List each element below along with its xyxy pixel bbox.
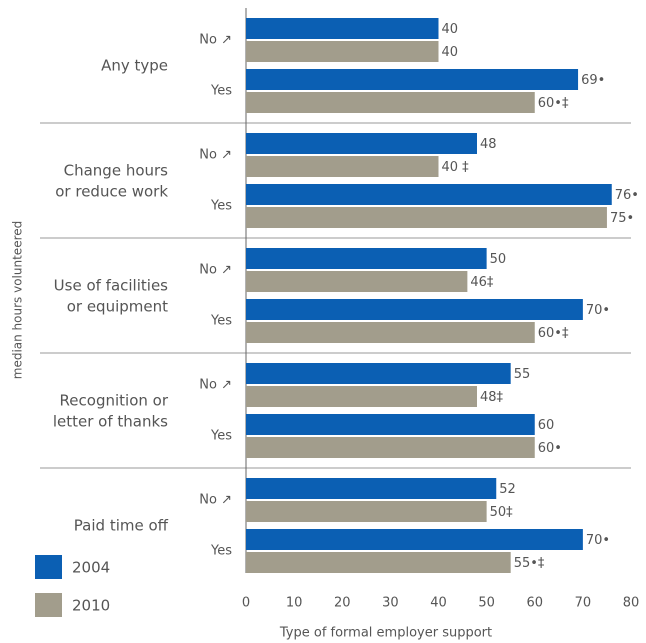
- category-label: Use of facilities or equipment: [54, 276, 169, 315]
- category-label-line: letter of thanks: [53, 412, 168, 430]
- bar: [246, 156, 439, 177]
- value-label: 75•: [610, 211, 634, 226]
- x-axis-label: Type of formal employer support: [279, 626, 492, 641]
- legend-swatch: [35, 593, 62, 617]
- bar: [246, 552, 511, 573]
- value-label: 60•‡: [538, 96, 569, 111]
- category-label: Recognition or letter of thanks: [53, 391, 169, 430]
- value-label: 60•: [538, 441, 562, 456]
- subcategory-label: Yes: [210, 314, 232, 329]
- category-label-line: Use of facilities: [54, 276, 169, 294]
- bar: [246, 322, 535, 343]
- value-label: 70•: [586, 303, 610, 318]
- bar: [246, 501, 487, 522]
- subcategory-label: No ↗: [199, 33, 232, 48]
- value-label: 40 ‡: [442, 160, 470, 175]
- legend-label: 2004: [72, 559, 110, 577]
- bar: [246, 529, 583, 550]
- category-label: Any type: [101, 56, 168, 74]
- category-label-line: or equipment: [67, 297, 168, 315]
- bar: [246, 478, 497, 499]
- x-tick-label: 70: [575, 596, 592, 611]
- subcategory-label: Yes: [210, 84, 232, 99]
- value-label: 55•‡: [514, 556, 545, 571]
- value-label: 60•‡: [538, 326, 569, 341]
- bar: [246, 18, 439, 39]
- x-tick-label: 10: [286, 596, 303, 611]
- category-label-line: Any type: [101, 56, 168, 74]
- subcategory-label: Yes: [210, 429, 232, 444]
- x-tick-label: 30: [382, 596, 399, 611]
- category-label-line: or reduce work: [55, 182, 168, 200]
- subcategory-label: No ↗: [199, 493, 232, 508]
- category-label-line: Paid time off: [74, 516, 169, 534]
- value-label: 69•: [581, 73, 605, 88]
- subcategory-label: No ↗: [199, 148, 232, 163]
- bar: [246, 437, 535, 458]
- x-tick-label: 20: [334, 596, 351, 611]
- x-tick-label: 0: [242, 596, 250, 611]
- bar: [246, 184, 612, 205]
- value-label: 40: [442, 45, 459, 60]
- subcategory-label: Yes: [210, 544, 232, 559]
- value-label: 48‡: [480, 390, 504, 405]
- bar: [246, 207, 607, 228]
- bar: [246, 386, 477, 407]
- value-label: 60: [538, 418, 555, 433]
- bar: [246, 299, 583, 320]
- subcategory-label: No ↗: [199, 263, 232, 278]
- value-label: 76•: [615, 188, 639, 203]
- legend-swatch: [35, 555, 62, 579]
- category-label-line: Recognition or: [60, 391, 169, 409]
- value-label: 40: [442, 22, 459, 37]
- bar: [246, 133, 477, 154]
- value-label: 70•: [586, 533, 610, 548]
- bar: [246, 414, 535, 435]
- bar: [246, 248, 487, 269]
- value-label: 52: [499, 482, 516, 497]
- subcategory-label: No ↗: [199, 378, 232, 393]
- subcategory-label: Yes: [210, 199, 232, 214]
- value-label: 46‡: [470, 275, 494, 290]
- category-label-line: Change hours: [64, 161, 169, 179]
- bar: [246, 271, 468, 292]
- value-label: 50‡: [490, 505, 514, 520]
- y-axis-label: median hours volunteered: [11, 221, 25, 379]
- category-label: Paid time off: [74, 516, 169, 534]
- bar: [246, 363, 511, 384]
- bar: [246, 69, 579, 90]
- value-label: 48: [480, 137, 497, 152]
- value-label: 55: [514, 367, 531, 382]
- legend-label: 2010: [72, 597, 110, 615]
- bar: [246, 41, 439, 62]
- x-tick-label: 40: [430, 596, 447, 611]
- x-tick-label: 80: [623, 596, 640, 611]
- x-tick-label: 50: [478, 596, 495, 611]
- bar: [246, 92, 535, 113]
- x-tick-label: 60: [526, 596, 543, 611]
- category-label: Change hours or reduce work: [55, 161, 168, 200]
- value-label: 50: [490, 252, 507, 267]
